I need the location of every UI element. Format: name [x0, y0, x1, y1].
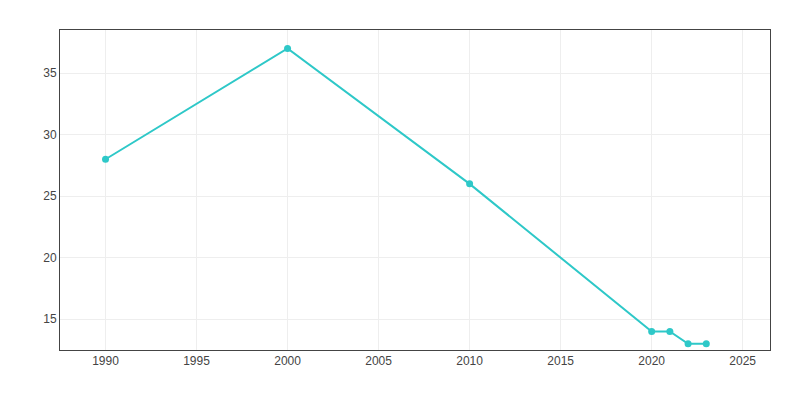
svg-text:2010: 2010: [456, 354, 483, 368]
svg-text:1990: 1990: [92, 354, 119, 368]
svg-text:1995: 1995: [183, 354, 210, 368]
svg-text:2005: 2005: [365, 354, 392, 368]
svg-text:2015: 2015: [547, 354, 574, 368]
svg-text:35: 35: [43, 66, 57, 80]
svg-text:15: 15: [43, 312, 57, 326]
svg-text:2000: 2000: [274, 354, 301, 368]
svg-text:20: 20: [43, 251, 57, 265]
svg-text:2025: 2025: [729, 354, 756, 368]
svg-text:25: 25: [43, 189, 57, 203]
svg-text:2020: 2020: [638, 354, 665, 368]
svg-text:30: 30: [43, 128, 57, 142]
